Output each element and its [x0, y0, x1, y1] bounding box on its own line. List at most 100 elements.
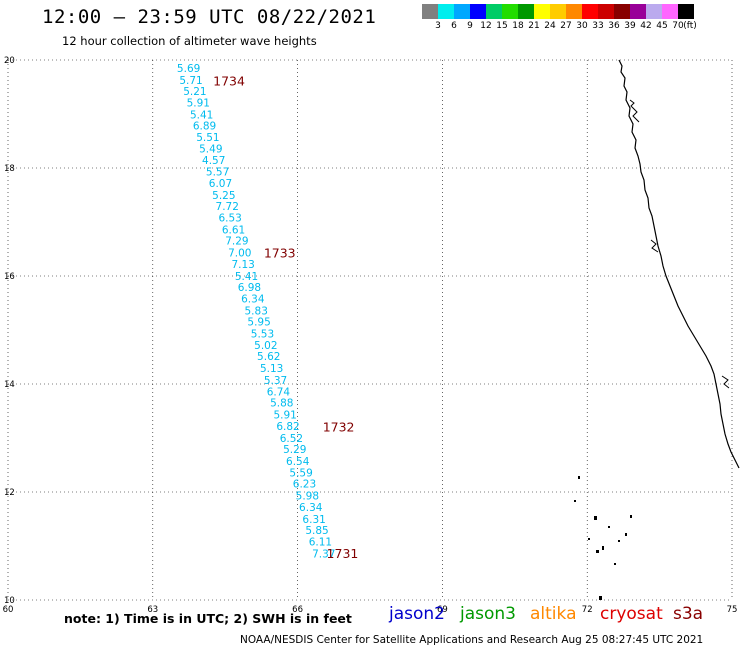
color-swatch: [646, 4, 662, 19]
swh-value: 5.57: [206, 167, 229, 179]
color-swatch: [438, 4, 454, 19]
satellite-jason2: jason2: [389, 604, 445, 624]
swh-value: 5.71: [179, 75, 202, 87]
swh-value: 6.52: [280, 433, 303, 445]
color-swatch: [470, 4, 486, 19]
color-swatch: [502, 4, 518, 19]
swh-value: 5.62: [257, 351, 280, 363]
color-scale-label: 18: [512, 21, 524, 31]
swh-value: 6.61: [222, 224, 245, 236]
swh-value: 6.89: [193, 121, 216, 133]
color-swatch: [614, 4, 630, 19]
swh-value: 6.54: [286, 456, 310, 468]
swh-value: 6.31: [302, 514, 325, 526]
color-scale-label: 45: [656, 21, 668, 31]
color-scale-label: 33: [592, 21, 604, 31]
lon-tick-label: 66: [292, 605, 303, 615]
coast-inlet-detail: [650, 239, 659, 253]
color-swatch: [518, 4, 534, 19]
satellite-jason3: jason3: [460, 604, 516, 624]
swh-value: 6.07: [209, 178, 232, 190]
color-swatch: [422, 4, 438, 19]
color-scale-label: 39: [624, 21, 636, 31]
footer-note: note: 1) Time is in UTC; 2) SWH is in fe…: [64, 611, 352, 626]
lon-tick-label: 69: [437, 605, 448, 615]
color-scale-label: 9: [467, 21, 473, 31]
coastline: [574, 59, 740, 600]
color-swatch: [598, 4, 614, 19]
swh-value: 6.82: [276, 421, 299, 433]
swh-value: 5.91: [273, 410, 296, 422]
color-scale-label: 3: [435, 21, 441, 31]
swh-value: 5.91: [187, 97, 210, 109]
color-swatch: [678, 4, 694, 19]
satellite-track: 5.695.715.215.915.416.895.515.494.575.57…: [177, 63, 336, 560]
color-scale-label: 12: [480, 21, 492, 31]
color-scale-label: 70: [672, 21, 684, 31]
satellite-s3a: s3a: [673, 604, 704, 624]
pass-time-label: 1732: [323, 420, 355, 435]
pass-time-label: 1733: [264, 246, 296, 261]
color-scale-label: 27: [560, 21, 572, 31]
pass-time-labels: 1734 1733 1732 1731: [213, 73, 358, 561]
lat-tick-label: 20: [4, 56, 15, 66]
swh-value: 5.98: [296, 491, 319, 503]
pass-time-label: 1734: [213, 73, 245, 88]
color-swatch: [662, 4, 678, 19]
swh-value: 5.53: [251, 329, 274, 341]
lat-tick-label: 14: [4, 380, 15, 390]
lat-tick-label: 16: [4, 272, 15, 282]
swh-value: 7.29: [225, 236, 248, 248]
lat-tick-label: 18: [4, 164, 15, 174]
satellite-cryosat: cryosat: [600, 604, 663, 624]
swh-value: 6.53: [218, 212, 241, 224]
color-scale-label: 6: [451, 21, 457, 31]
color-scale-label: 24: [544, 21, 556, 31]
axis-tick-labels: 60 63 66 69 72 75 20 18 16 14 12 10: [3, 56, 738, 615]
lon-tick-label: 63: [147, 605, 158, 615]
lon-tick-label: 72: [582, 605, 593, 615]
swh-value: 5.49: [199, 143, 222, 155]
pass-time-label: 1731: [327, 546, 359, 561]
color-swatch: [630, 4, 646, 19]
color-swatch: [454, 4, 470, 19]
lat-tick-label: 12: [4, 488, 15, 498]
lakshadweep-islands: [574, 476, 632, 600]
color-scale-label: 30: [576, 21, 588, 31]
color-swatch: [486, 4, 502, 19]
swh-value: 5.29: [283, 444, 306, 456]
swh-value: 5.41: [190, 109, 213, 121]
swh-value: 6.11: [309, 536, 332, 548]
color-scale-label: (ft): [683, 21, 697, 31]
swh-value: 5.69: [177, 63, 200, 75]
footer-credit: NOAA/NESDIS Center for Satellite Applica…: [240, 634, 704, 646]
india-west-coastline: [618, 59, 740, 469]
swh-value: 7.37: [312, 548, 335, 560]
swh-value: 5.88: [270, 398, 293, 410]
swh-value: 5.13: [260, 363, 283, 375]
lon-tick-label: 75: [727, 605, 738, 615]
swh-value: 6.74: [267, 386, 291, 398]
color-scale-label: 15: [496, 21, 508, 31]
swh-value: 5.59: [289, 467, 312, 479]
swh-value: 5.02: [254, 340, 277, 352]
satellite-altika: altika: [530, 604, 577, 624]
swh-value: 6.34: [241, 293, 265, 305]
swh-value: 5.95: [247, 317, 270, 329]
lon-tick-label: 60: [3, 605, 14, 615]
swh-value: 5.21: [183, 86, 206, 98]
color-scale-labels: 3 6 9 12 15 18 21 24 27 30 33 36 39 42 45 70 (ft): [422, 21, 740, 35]
coast-inlet-detail: [629, 99, 640, 123]
swh-value: 6.23: [293, 479, 316, 491]
swh-value: 7.00: [228, 248, 251, 260]
coast-inlet-detail: [721, 375, 730, 389]
wave-height-color-scale: [422, 4, 694, 19]
swh-value: 6.98: [238, 282, 261, 294]
swh-value: 4.57: [202, 155, 225, 167]
swh-value: 7.13: [231, 259, 254, 271]
map-title: 12:00 – 23:59 UTC 08/22/2021: [42, 6, 377, 28]
swh-value: 5.85: [305, 525, 328, 537]
swh-value: 6.34: [299, 502, 323, 514]
color-swatch: [534, 4, 550, 19]
